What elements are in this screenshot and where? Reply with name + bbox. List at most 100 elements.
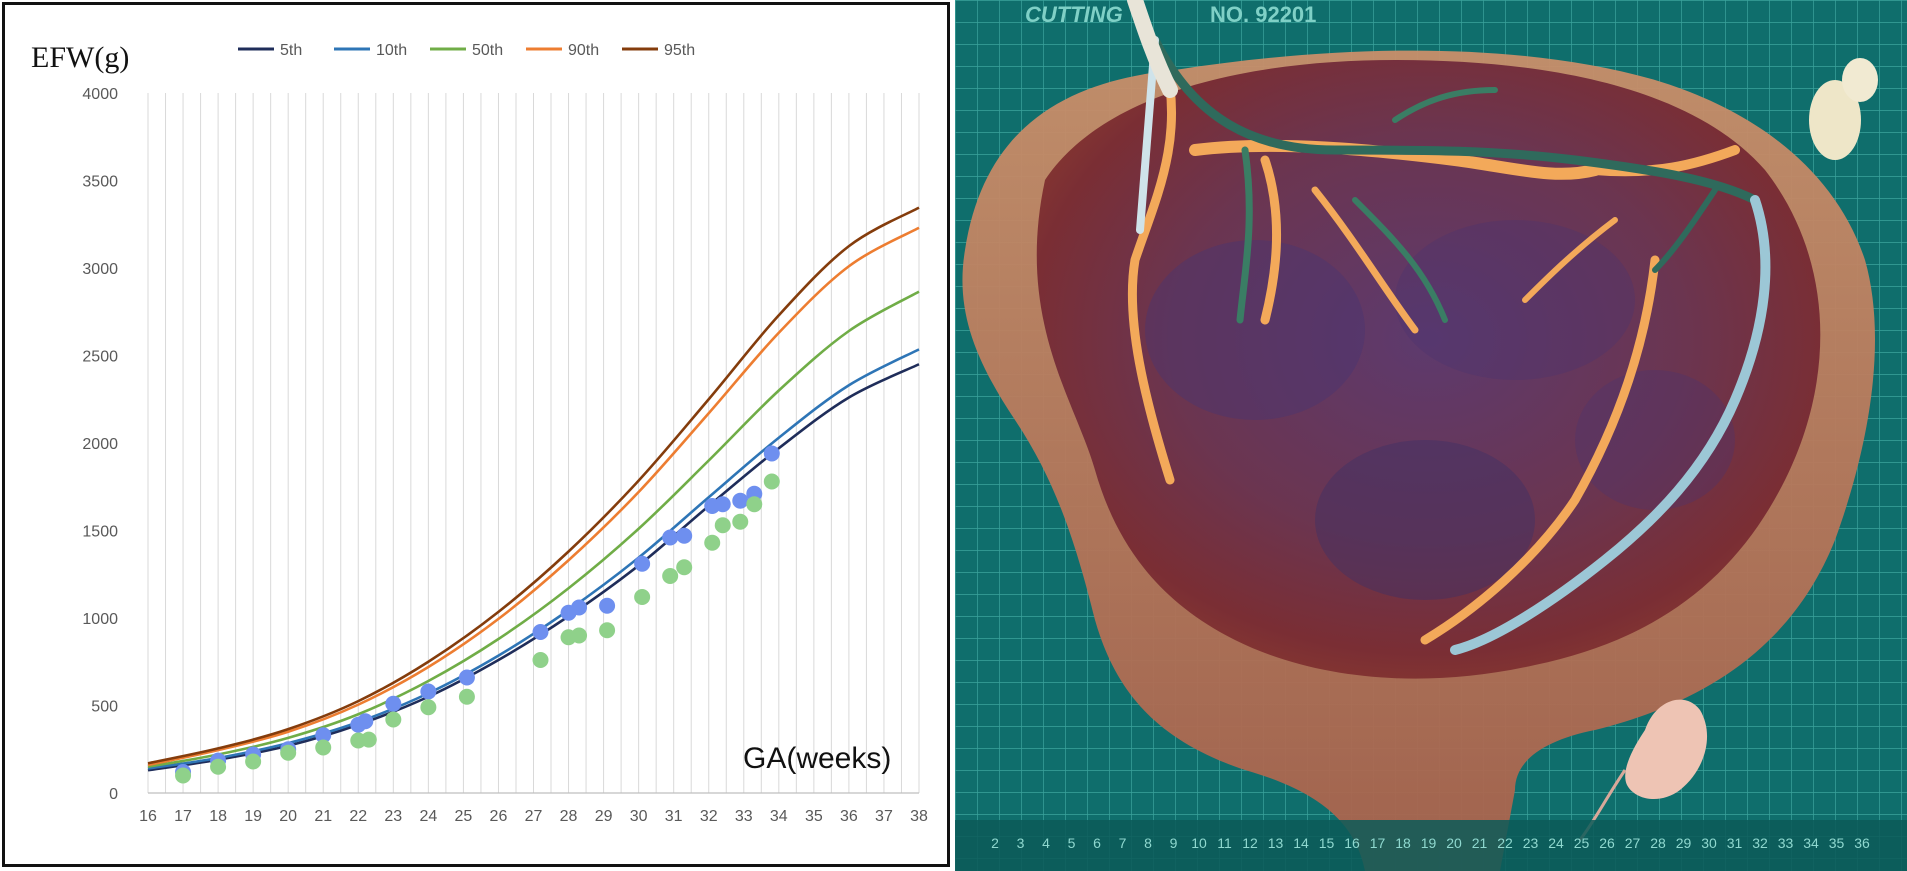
y-tick-label: 4000 xyxy=(82,86,118,103)
ruler-number: 19 xyxy=(1421,835,1437,851)
measurement-point xyxy=(532,624,549,640)
ruler-number: 17 xyxy=(1370,835,1386,851)
measurement-point xyxy=(704,534,721,551)
legend-entry: 10th xyxy=(376,42,407,59)
ruler-number: 8 xyxy=(1144,835,1152,851)
measurement-point xyxy=(245,753,262,770)
measurement-point xyxy=(634,555,651,572)
measurement-points xyxy=(175,445,780,784)
ruler-number: 35 xyxy=(1829,835,1845,851)
measurement-point xyxy=(746,496,763,513)
y-tick-label: 1000 xyxy=(82,611,118,628)
efw-growth-chart: 16 17 18 19 20 21 22 23 24 25 26 27 28 29 30 31 32 33 34 35… xyxy=(31,41,928,825)
x-tick-label: 19 xyxy=(244,808,262,825)
ruler-number: 11 xyxy=(1217,835,1232,851)
ruler-number: 4 xyxy=(1042,835,1050,851)
ruler-number: 7 xyxy=(1119,835,1127,851)
ruler-number: 26 xyxy=(1599,835,1615,851)
x-tick-label: 22 xyxy=(349,808,367,825)
measurement-point xyxy=(532,652,549,668)
x-tick-label: 32 xyxy=(700,808,718,825)
measurement-point xyxy=(714,517,731,534)
ruler-number: 24 xyxy=(1548,835,1564,851)
series-line-90th xyxy=(147,226,920,767)
x-tick-label: 16 xyxy=(139,808,157,825)
x-tick-label: 25 xyxy=(455,808,473,825)
x-tick-label: 36 xyxy=(840,808,858,825)
growth-chart-panel: 16 17 18 19 20 21 22 23 24 25 26 27 28 29 30 31 32 33 34 35… xyxy=(2,2,950,867)
ruler-number: 21 xyxy=(1472,835,1488,851)
measurement-point xyxy=(571,627,588,644)
measurement-point xyxy=(315,727,332,744)
mat-ruler: 2 3 4 5 6 7 8 9 10 11 12 13 14 15 16 17 18 19 20 21 22 23 24 25… xyxy=(991,835,1870,851)
x-tick-label: 29 xyxy=(595,808,613,825)
x-tick-label: 23 xyxy=(384,808,402,825)
measurement-point xyxy=(662,568,679,584)
measurement-point xyxy=(634,589,651,605)
placenta-photo: CUTTING NO. 92201 xyxy=(955,0,1907,871)
x-tick-label: 17 xyxy=(174,808,192,825)
y-tick-label: 1500 xyxy=(82,524,118,541)
measurement-point xyxy=(763,445,780,462)
ruler-number: 5 xyxy=(1068,835,1076,851)
legend-entry: 5th xyxy=(280,42,302,59)
measurement-point xyxy=(315,739,332,756)
x-tick-label: 18 xyxy=(209,808,227,825)
x-tick-label: 30 xyxy=(630,808,648,825)
ruler-number: 23 xyxy=(1523,835,1539,851)
measurement-point xyxy=(385,695,402,712)
ruler-number: 16 xyxy=(1344,835,1360,851)
ruler-number: 32 xyxy=(1752,835,1768,851)
y-tick-label: 3500 xyxy=(82,174,118,191)
ruler-number: 30 xyxy=(1701,835,1717,851)
measurement-point xyxy=(599,597,616,614)
y-tick-label: 0 xyxy=(109,786,118,803)
measurement-point xyxy=(763,473,780,490)
ruler-number: 36 xyxy=(1854,835,1870,851)
ruler-number: 3 xyxy=(1017,835,1025,851)
series-line-95th xyxy=(147,206,920,765)
measurement-point xyxy=(280,744,297,761)
y-tick-label: 2000 xyxy=(82,436,118,453)
ruler-number: 25 xyxy=(1574,835,1590,851)
y-tick-label: 2500 xyxy=(82,349,118,366)
mat-label-cutting: CUTTING xyxy=(1025,2,1123,27)
ruler-number: 9 xyxy=(1170,835,1178,851)
x-tick-label: 38 xyxy=(910,808,928,825)
x-tick-label: 26 xyxy=(490,808,508,825)
x-tick-label: 21 xyxy=(314,808,332,825)
measurement-point xyxy=(571,599,588,616)
measurement-point xyxy=(599,622,616,639)
y-axis-label: EFW(g) xyxy=(31,41,129,74)
x-tick-label: 34 xyxy=(770,808,788,825)
ruler-number: 13 xyxy=(1268,835,1284,851)
ruler-number: 10 xyxy=(1191,835,1207,851)
ruler-number: 12 xyxy=(1242,835,1258,851)
measurement-point xyxy=(714,496,731,513)
measurement-point xyxy=(357,713,374,730)
measurement-point xyxy=(210,758,227,775)
measurement-point xyxy=(420,683,437,700)
x-tick-label: 27 xyxy=(525,808,543,825)
ruler-number: 33 xyxy=(1778,835,1794,851)
legend-entry: 95th xyxy=(664,42,695,59)
ruler-number: 28 xyxy=(1650,835,1666,851)
measurement-point xyxy=(732,492,749,509)
legend-entry: 50th xyxy=(472,42,503,59)
measurement-point xyxy=(676,527,693,544)
measurement-point xyxy=(360,731,377,748)
x-tick-label: 24 xyxy=(419,808,437,825)
grid-lines xyxy=(147,93,920,793)
measurement-point xyxy=(420,699,437,716)
axes: 16 17 18 19 20 21 22 23 24 25 26 27 28 29 30 31 32 33 34 35… xyxy=(82,86,928,825)
x-tick-label: 28 xyxy=(560,808,578,825)
mat-label-number: NO. 92201 xyxy=(1210,2,1316,27)
measurement-point xyxy=(676,559,693,576)
measurement-point xyxy=(732,513,749,530)
measurement-point xyxy=(662,529,679,546)
ruler-number: 20 xyxy=(1446,835,1462,851)
ruler-number: 6 xyxy=(1093,835,1101,851)
measurement-point xyxy=(458,688,475,705)
series-line-50th xyxy=(147,290,920,769)
ruler-number: 14 xyxy=(1293,835,1309,851)
